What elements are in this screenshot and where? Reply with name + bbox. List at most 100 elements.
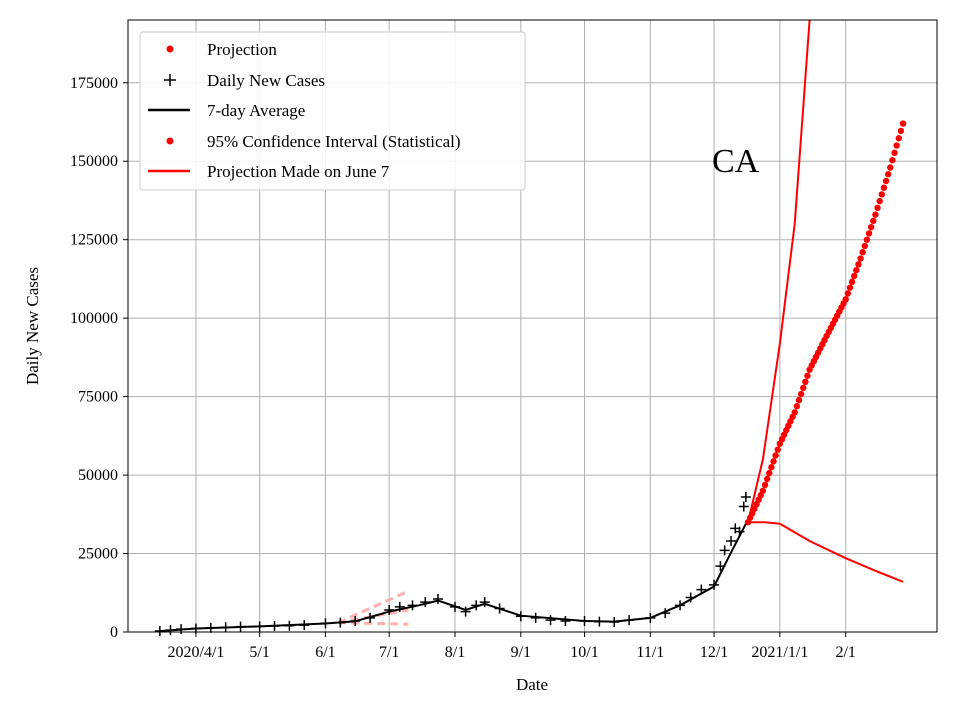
- x-tick-label: 5/1: [249, 644, 269, 661]
- projection-point: [850, 272, 858, 280]
- daily-case-marker: [350, 616, 361, 627]
- projection-point: [865, 230, 873, 237]
- daily-case-marker: [479, 597, 490, 608]
- daily-case-marker: [494, 603, 505, 614]
- projection-point: [768, 464, 775, 471]
- june7-projection-line: [338, 621, 409, 626]
- projection-point: [859, 249, 866, 256]
- projection-point: [897, 127, 905, 135]
- projection-point: [863, 236, 871, 243]
- projection-point: [774, 446, 781, 453]
- projection-point: [872, 211, 879, 218]
- projection-point: [791, 409, 798, 416]
- projection-point: [861, 242, 869, 250]
- legend-marker-ci: [166, 137, 174, 145]
- y-axis-label: Daily New Cases: [23, 267, 42, 385]
- projection-point: [795, 396, 803, 404]
- daily-case-marker: [460, 606, 471, 617]
- daily-case-marker: [696, 584, 707, 595]
- daily-case-marker: [675, 600, 686, 611]
- projection-point: [857, 255, 864, 262]
- projection-point: [770, 458, 777, 465]
- marks: [154, 19, 907, 637]
- y-tick-label: 25000: [78, 546, 118, 563]
- projection-point: [772, 452, 779, 459]
- daily-case-marker: [154, 626, 165, 637]
- projection-point: [804, 372, 811, 379]
- ci-upper-line: [747, 19, 811, 523]
- legend-label-projection: Projection: [207, 40, 277, 59]
- x-tick-label: 2021/1/1: [751, 644, 808, 661]
- projection-point: [855, 261, 862, 268]
- daily-case-marker: [471, 600, 482, 611]
- daily-case-marker: [254, 621, 265, 632]
- daily-case-marker: [407, 600, 418, 611]
- daily-case-marker: [320, 618, 331, 629]
- daily-case-marker: [709, 579, 720, 590]
- daily-case-marker: [545, 615, 556, 626]
- daily-case-marker: [394, 601, 405, 612]
- x-tick-label: 2020/4/1: [168, 644, 225, 661]
- daily-case-marker: [299, 620, 310, 631]
- x-tick-label: 11/1: [636, 644, 664, 661]
- ticks: 2020/4/1 5/1 6/1 7/1 8/1 9/1 10/1 11/1 12/1 2021/…: [70, 75, 856, 661]
- daily-case-marker: [685, 592, 696, 603]
- projection-point: [844, 290, 852, 297]
- projection-point: [846, 284, 854, 291]
- daily-case-marker: [220, 622, 231, 633]
- plot-frame: [127, 19, 938, 633]
- daily-case-marker: [165, 625, 176, 636]
- projection-point: [800, 384, 807, 392]
- x-tick-label: 7/1: [379, 644, 399, 661]
- projection-point: [797, 390, 805, 398]
- daily-case-marker: [365, 612, 376, 623]
- daily-case-marker: [609, 616, 620, 627]
- legend-label-june7: Projection Made on June 7: [207, 162, 390, 181]
- seven-day-average-line: [159, 523, 747, 633]
- x-tick-label: 2/1: [835, 644, 855, 661]
- projection-point: [876, 197, 883, 205]
- projection-point: [893, 142, 900, 149]
- projection-point: [759, 487, 767, 494]
- ci-lower-line: [748, 521, 904, 583]
- daily-case-marker: [269, 621, 280, 632]
- daily-case-marker: [660, 608, 671, 619]
- projection-point: [895, 135, 902, 142]
- projection-point: [848, 278, 856, 286]
- legend: Projection Daily New Cases 7-day Average…: [139, 31, 526, 191]
- projection-point: [874, 204, 881, 212]
- y-tick-label: 125000: [70, 232, 118, 249]
- projection-point: [878, 191, 885, 198]
- y-tick-label: 50000: [78, 467, 118, 484]
- y-tick-label: 0: [110, 624, 118, 641]
- daily-case-marker: [594, 616, 605, 627]
- projection-point: [853, 266, 860, 274]
- daily-case-marker: [530, 612, 541, 623]
- daily-case-marker: [515, 611, 526, 622]
- x-tick-label: 9/1: [511, 644, 531, 661]
- daily-case-marker: [624, 615, 635, 626]
- projection-point: [793, 403, 801, 410]
- projection-point: [763, 475, 771, 483]
- x-tick-label: 6/1: [315, 644, 335, 661]
- daily-case-marker: [719, 545, 730, 556]
- state-annotation: CA: [712, 143, 760, 180]
- projection-point: [802, 378, 809, 386]
- june7-projection-line: [337, 608, 409, 625]
- projection-point: [880, 184, 888, 191]
- projection-point: [766, 469, 773, 477]
- daily-case-marker: [449, 601, 460, 612]
- daily-case-marker: [205, 622, 216, 633]
- legend-label-ci: 95% Confidence Interval (Statistical): [207, 132, 461, 151]
- projection-point: [882, 177, 890, 185]
- daily-case-marker: [420, 597, 431, 608]
- daily-case-marker: [176, 624, 187, 635]
- daily-case-marker: [284, 620, 295, 631]
- daily-case-marker: [384, 605, 395, 616]
- projection-point: [842, 296, 849, 303]
- y-tick-label: 150000: [70, 153, 118, 170]
- projection-point: [884, 171, 892, 178]
- x-axis-label: Date: [516, 675, 548, 694]
- legend-marker-projection: [166, 45, 174, 53]
